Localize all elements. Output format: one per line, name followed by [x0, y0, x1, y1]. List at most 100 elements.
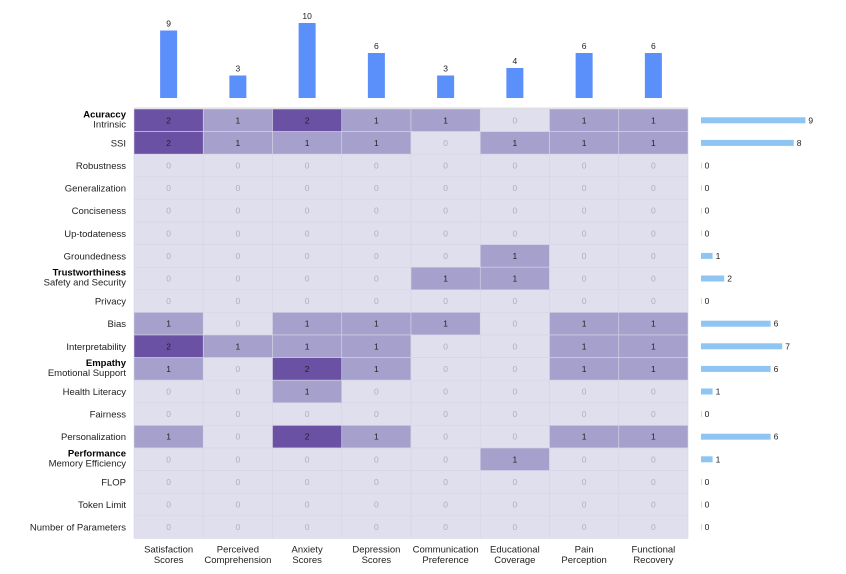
- cell-value-label: 0: [651, 409, 656, 419]
- row-total-bar: [701, 139, 794, 146]
- cell-value-label: 0: [443, 138, 448, 148]
- cell-value-label: 0: [305, 206, 310, 216]
- cell-value-label: 0: [443, 161, 448, 171]
- cell-value-label: 1: [651, 319, 656, 329]
- row-label: FLOP: [101, 477, 126, 488]
- cell-value-label: 0: [305, 296, 310, 306]
- cell-value-label: 0: [651, 251, 656, 261]
- cell-value-label: 0: [305, 522, 310, 532]
- heatmap-cell: [618, 515, 689, 539]
- cell-value-label: 1: [305, 138, 310, 148]
- row-total-bar: [701, 388, 713, 395]
- cell-value-label: 0: [443, 387, 448, 397]
- cell-value-label: 0: [443, 228, 448, 238]
- cell-value-label: 0: [236, 274, 241, 284]
- column-total-bar: [575, 53, 593, 98]
- cell-value-label: 0: [166, 387, 171, 397]
- row-label: Health Literacy: [63, 387, 127, 398]
- cell-value-label: 0: [374, 500, 379, 510]
- row-label: Privacy: [95, 297, 126, 308]
- row-group-label: Acuraccy: [83, 109, 126, 120]
- cell-value-label: 0: [443, 183, 448, 193]
- cell-value-label: 0: [166, 522, 171, 532]
- row-total-bar: [701, 162, 702, 169]
- cell-value-label: 0: [651, 274, 656, 284]
- cell-value-label: 2: [166, 341, 171, 351]
- row-total-bar: [701, 501, 702, 508]
- cell-value-label: 0: [305, 454, 310, 464]
- cell-value-label: 0: [305, 409, 310, 419]
- row-total-bar: [701, 185, 702, 192]
- row-total-label: 0: [705, 296, 710, 306]
- cell-value-label: 0: [374, 251, 379, 261]
- cell-value-label: 0: [582, 477, 587, 487]
- cell-value-label: 0: [236, 206, 241, 216]
- row-total-bar: [701, 230, 702, 237]
- cell-value-label: 0: [166, 206, 171, 216]
- row-total-bar: [701, 298, 702, 305]
- cell-value-label: 0: [513, 115, 518, 125]
- cell-value-label: 0: [443, 341, 448, 351]
- cell-value-label: 1: [651, 115, 656, 125]
- cell-value-label: 0: [443, 522, 448, 532]
- cell-value-label: 0: [236, 183, 241, 193]
- column-label: Perception: [561, 555, 606, 566]
- cell-value-label: 0: [166, 161, 171, 171]
- cell-value-label: 1: [374, 432, 379, 442]
- cell-value-label: 0: [582, 409, 587, 419]
- cell-value-label: 1: [443, 319, 448, 329]
- cell-value-label: 0: [236, 387, 241, 397]
- cell-value-label: 0: [236, 409, 241, 419]
- row-total-bar: [701, 252, 713, 259]
- cell-value-label: 0: [582, 296, 587, 306]
- cell-value-label: 1: [582, 364, 587, 374]
- cell-value-label: 1: [374, 115, 379, 125]
- row-group-labels: Acuraccy Trustworthiness Empathy Performanc…: [53, 109, 127, 459]
- cell-value-label: 0: [443, 206, 448, 216]
- cell-value-label: 1: [236, 138, 241, 148]
- row-total-label: 7: [785, 341, 790, 351]
- column-total-bar: [229, 75, 247, 98]
- column-label: Functional: [631, 544, 675, 555]
- cell-value-label: 0: [651, 206, 656, 216]
- cell-value-label: 1: [374, 319, 379, 329]
- cell-value-label: 0: [651, 500, 656, 510]
- cell-value-label: 0: [513, 183, 518, 193]
- cell-value-label: 0: [443, 364, 448, 374]
- cell-value-label: 0: [443, 432, 448, 442]
- cell-value-label: 0: [513, 228, 518, 238]
- cell-value-label: 0: [166, 500, 171, 510]
- cell-value-label: 0: [236, 522, 241, 532]
- row-total-bar: [701, 524, 702, 531]
- cell-value-label: 0: [582, 454, 587, 464]
- cell-value-label: 0: [374, 206, 379, 216]
- column-total-bar: [506, 68, 524, 98]
- cell-value-label: 0: [374, 477, 379, 487]
- row-total-label: 0: [705, 522, 710, 532]
- row-group-label: Empathy: [86, 358, 127, 369]
- cell-value-label: 0: [582, 522, 587, 532]
- row-label: Memory Efficiency: [49, 458, 127, 469]
- cell-value-label: 1: [513, 454, 518, 464]
- cell-value-label: 0: [236, 432, 241, 442]
- cell-value-label: 0: [166, 296, 171, 306]
- cell-value-label: 1: [582, 432, 587, 442]
- cell-value-label: 0: [582, 500, 587, 510]
- row-label: Emotional Support: [48, 368, 127, 379]
- cell-value-label: 1: [582, 115, 587, 125]
- cell-value-label: 0: [374, 409, 379, 419]
- column-label: Educational: [490, 544, 540, 555]
- row-label: Bias: [108, 319, 127, 330]
- cell-value-label: 0: [513, 432, 518, 442]
- cell-value-label: 0: [374, 228, 379, 238]
- cell-value-label: 1: [582, 341, 587, 351]
- cell-value-label: 0: [236, 251, 241, 261]
- row-label: Up-todateness: [64, 229, 126, 240]
- cell-value-label: 0: [513, 364, 518, 374]
- column-label: Satisfaction: [144, 544, 193, 555]
- row-total-label: 8: [797, 138, 802, 148]
- cell-value-label: 0: [651, 161, 656, 171]
- cell-value-label: 1: [305, 341, 310, 351]
- row-total-label: 0: [705, 477, 710, 487]
